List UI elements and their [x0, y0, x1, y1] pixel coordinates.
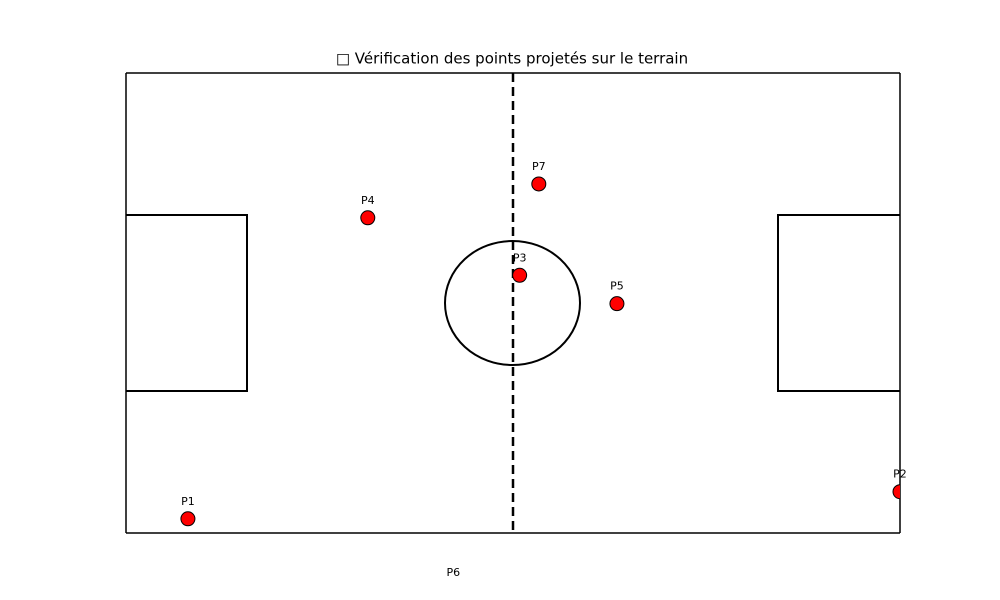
center-circle — [444, 240, 581, 366]
point-label: P3 — [513, 251, 527, 264]
point — [360, 210, 376, 226]
point — [892, 484, 900, 500]
point — [531, 176, 547, 192]
point-label: P6 — [446, 566, 460, 579]
left-box — [126, 214, 248, 392]
right-box — [777, 214, 900, 392]
markers — [180, 176, 900, 597]
point — [512, 267, 528, 283]
pitch — [125, 72, 901, 534]
point — [609, 296, 625, 312]
point-label: P7 — [532, 160, 546, 173]
point-label: P2 — [893, 468, 907, 481]
point-label: P1 — [181, 495, 195, 508]
point — [446, 583, 460, 597]
point-label: P5 — [610, 280, 624, 293]
point — [180, 511, 196, 527]
point-label: P4 — [361, 194, 375, 207]
chart-title: □ Vérification des points projetés sur l… — [336, 50, 688, 68]
